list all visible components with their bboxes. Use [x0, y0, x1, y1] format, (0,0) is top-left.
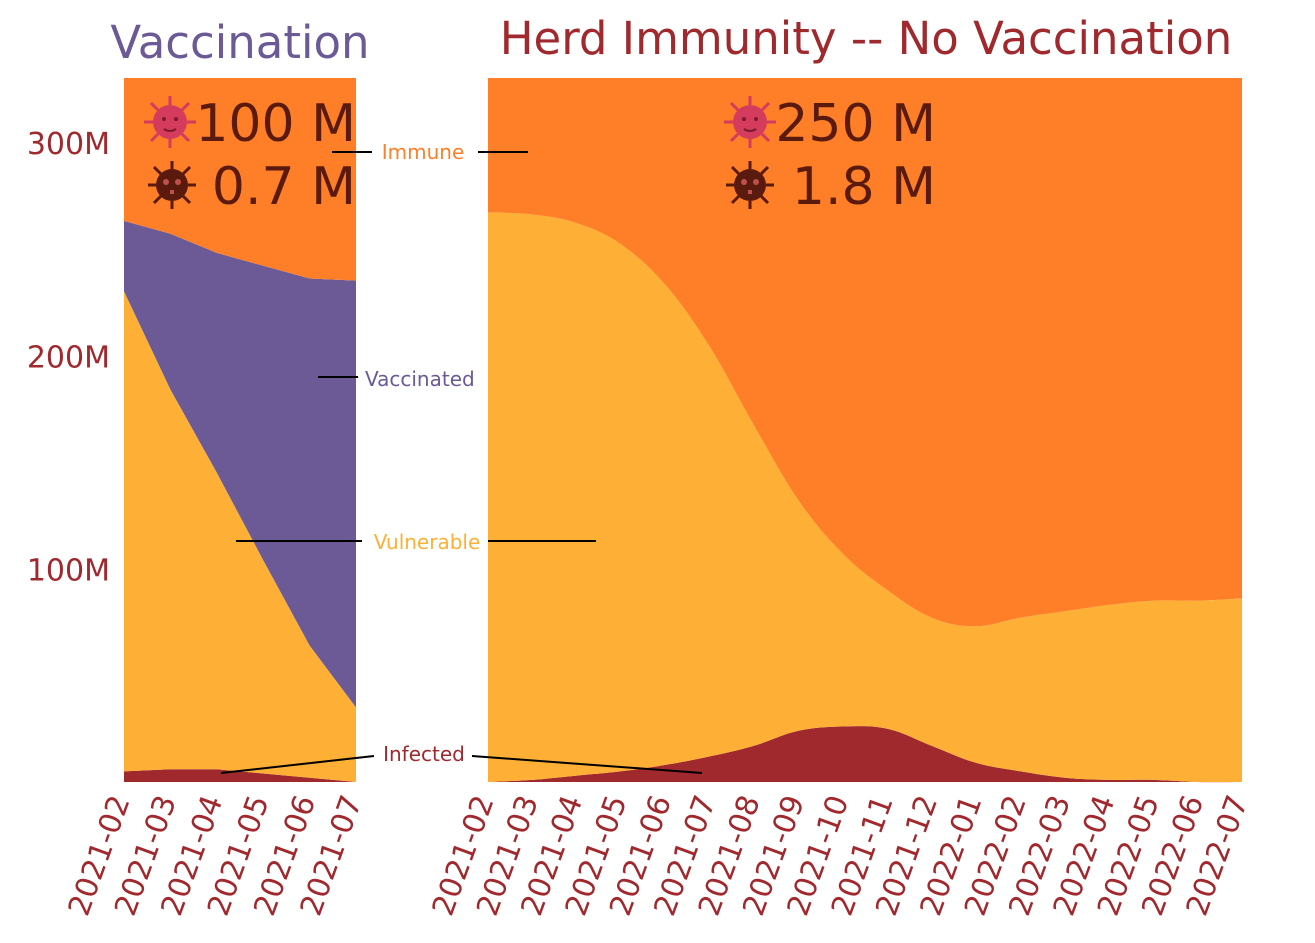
y-tick-label: 200M [27, 340, 110, 375]
immune-label: Immune [382, 140, 465, 164]
plot-herd-immunity [488, 78, 1242, 783]
area-vaccinated [124, 220, 356, 708]
y-tick-label: 100M [27, 554, 110, 589]
vulnerable-label: Vulnerable [374, 530, 481, 554]
area-infected [124, 769, 356, 782]
area-immune [488, 78, 1242, 627]
y-axis: 100M 200M 300M [27, 127, 110, 589]
x-axis-vaccination: 2021-022021-032021-042021-052021-062021-… [62, 791, 370, 921]
annotations: Immune Vaccinated Vulnerable Infected [220, 140, 703, 774]
area-infected [488, 726, 1242, 783]
chart-title-herd-immunity: Herd Immunity -- No Vaccination [500, 12, 1233, 65]
area-vulnerable [124, 291, 356, 782]
infected-leader-left [220, 755, 375, 774]
y-tick-label: 300M [27, 127, 110, 162]
skull-icon [726, 161, 774, 209]
infections-count: 250 M [775, 94, 936, 154]
infected-label: Infected [383, 742, 465, 766]
stats-vaccination: 100 M 0.7 M [144, 94, 356, 217]
virus-icon [724, 96, 776, 148]
x-axis-herd-immunity: 2021-022021-032021-042021-052021-062021-… [426, 791, 1256, 921]
chart-title-vaccination: Vaccination [110, 16, 369, 69]
vaccinated-label: Vaccinated [365, 367, 475, 391]
deaths-count: 1.8 M [792, 157, 936, 217]
stats-herd-immunity: 250 M 1.8 M [724, 94, 936, 217]
skull-icon [148, 161, 196, 209]
infections-count: 100 M [195, 94, 356, 154]
deaths-count: 0.7 M [212, 157, 356, 217]
virus-icon [144, 96, 196, 148]
area-vulnerable [488, 212, 1242, 783]
infected-leader-right [471, 755, 703, 774]
